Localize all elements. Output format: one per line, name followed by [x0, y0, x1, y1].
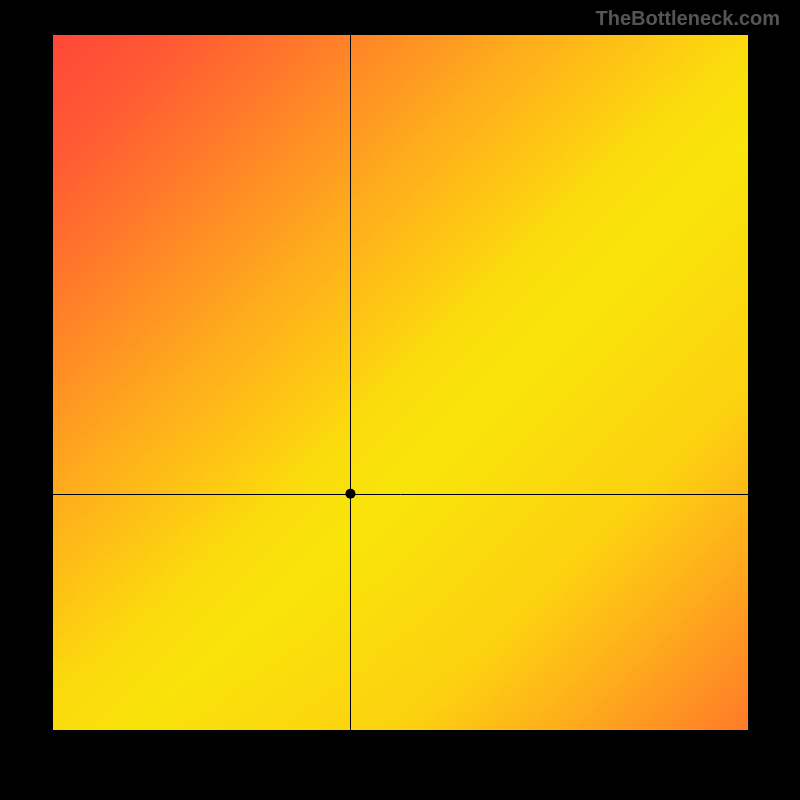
- bottleneck-heatmap: [53, 35, 748, 730]
- attribution-label: TheBottleneck.com: [596, 8, 780, 31]
- chart-container: TheBottleneck.com: [0, 0, 800, 800]
